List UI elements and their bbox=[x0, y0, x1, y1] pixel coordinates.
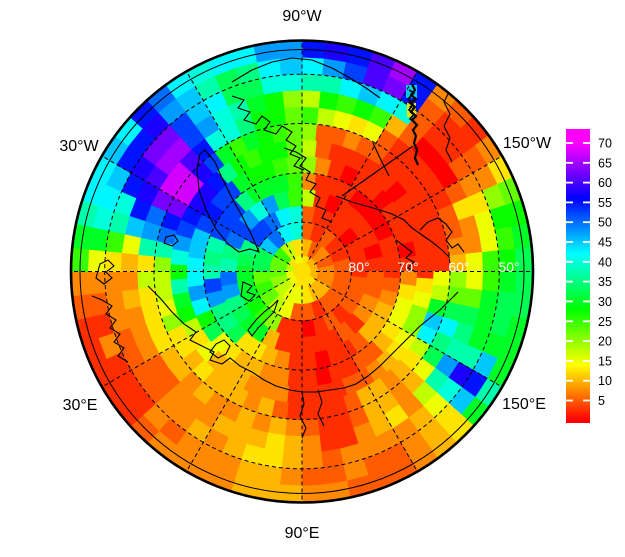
svg-text:30: 30 bbox=[598, 295, 612, 309]
svg-text:70: 70 bbox=[598, 137, 612, 151]
svg-text:45: 45 bbox=[598, 236, 612, 250]
svg-text:15: 15 bbox=[598, 354, 612, 368]
svg-text:50°: 50° bbox=[498, 259, 519, 275]
svg-text:90°E: 90°E bbox=[285, 525, 320, 542]
svg-text:150°W: 150°W bbox=[503, 135, 552, 152]
svg-text:65: 65 bbox=[598, 156, 612, 170]
svg-text:10: 10 bbox=[598, 374, 612, 388]
svg-text:80°: 80° bbox=[348, 259, 369, 275]
svg-text:55: 55 bbox=[598, 196, 612, 210]
svg-text:5: 5 bbox=[598, 394, 605, 408]
svg-text:70°: 70° bbox=[397, 259, 418, 275]
svg-text:30°E: 30°E bbox=[63, 397, 98, 414]
svg-text:40: 40 bbox=[598, 255, 612, 269]
svg-text:150°E: 150°E bbox=[502, 396, 546, 413]
svg-text:35: 35 bbox=[598, 275, 612, 289]
svg-text:30°W: 30°W bbox=[59, 138, 99, 155]
svg-text:25: 25 bbox=[598, 315, 612, 329]
svg-text:50: 50 bbox=[598, 216, 612, 230]
svg-text:60°: 60° bbox=[448, 259, 469, 275]
svg-text:90°W: 90°W bbox=[282, 8, 322, 25]
svg-text:60: 60 bbox=[598, 176, 612, 190]
svg-text:20: 20 bbox=[598, 335, 612, 349]
